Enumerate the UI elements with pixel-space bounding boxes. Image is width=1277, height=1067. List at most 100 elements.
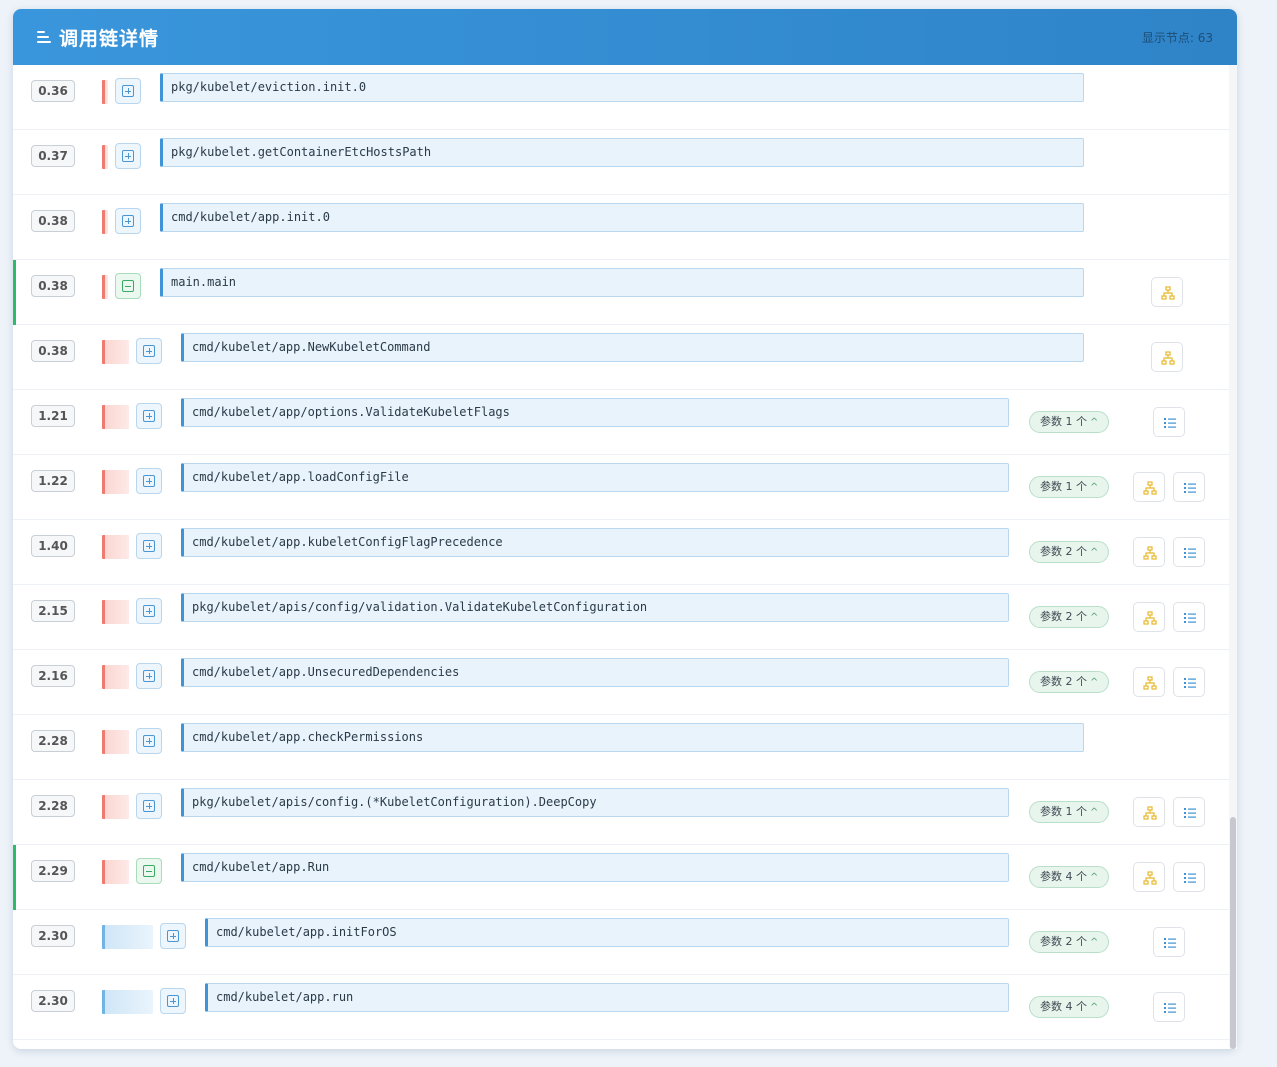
table-row[interactable]: 2.28 cmd/kubelet/app.checkPermissions	[13, 715, 1229, 780]
expand-button[interactable]	[160, 923, 186, 949]
function-name[interactable]: cmd/kubelet/app.UnsecuredDependencies	[181, 658, 1009, 687]
call-tree-button[interactable]	[1133, 667, 1165, 697]
function-name[interactable]: cmd/kubelet/app.kubeletConfigFlagPrecede…	[181, 528, 1009, 557]
list-icon	[1164, 1003, 1176, 1013]
details-list-button[interactable]	[1173, 797, 1205, 827]
params-badge[interactable]: 参数 2 个 ^	[1029, 671, 1110, 693]
duration-bar	[102, 210, 108, 234]
params-label: 参数 4	[1040, 870, 1073, 883]
params-label: 参数 4	[1040, 1000, 1073, 1013]
plus-square-icon	[143, 410, 155, 422]
expand-button[interactable]	[115, 78, 141, 104]
function-name[interactable]: cmd/kubelet/app/options.ValidateKubeletF…	[181, 398, 1009, 427]
function-name[interactable]: cmd/kubelet/app.loadConfigFile	[181, 463, 1009, 492]
params-badge[interactable]: 参数 1 个 ^	[1029, 801, 1110, 823]
details-list-button[interactable]	[1153, 927, 1185, 957]
function-name[interactable]: cmd/kubelet/app.run	[205, 983, 1009, 1012]
params-badge[interactable]: 参数 2 个 ^	[1029, 606, 1110, 628]
function-name[interactable]: cmd/kubelet/app.NewKubeletCommand	[181, 333, 1084, 362]
params-badge[interactable]: 参数 2 个 ^	[1029, 931, 1110, 953]
function-name[interactable]: pkg/kubelet/eviction.init.0	[160, 73, 1084, 102]
details-list-button[interactable]	[1173, 537, 1205, 567]
function-name[interactable]: cmd/kubelet/app.checkPermissions	[181, 723, 1084, 752]
duration-bar	[102, 925, 153, 949]
params-badge[interactable]: 参数 1 个 ^	[1029, 411, 1110, 433]
details-list-button[interactable]	[1173, 667, 1205, 697]
table-row[interactable]: 2.16 cmd/kubelet/app.UnsecuredDependencie…	[13, 650, 1229, 715]
function-name[interactable]: cmd/kubelet/app.init.0	[160, 203, 1084, 232]
function-name[interactable]: cmd/kubelet/app.initForOS	[205, 918, 1009, 947]
params-badge[interactable]: 参数 4 个 ^	[1029, 996, 1110, 1018]
params-suffix: 个	[1072, 415, 1087, 428]
duration-badge: 2.15	[31, 600, 75, 622]
details-list-button[interactable]	[1153, 992, 1185, 1022]
hierarchy-icon	[1143, 546, 1157, 560]
plus-square-icon	[122, 215, 134, 227]
params-suffix: 个	[1072, 545, 1087, 558]
table-row[interactable]: 2.15 pkg/kubelet/apis/config/validation.V…	[13, 585, 1229, 650]
table-row[interactable]: 2.28 pkg/kubelet/apis/config.(*KubeletCon…	[13, 780, 1229, 845]
expand-button[interactable]	[136, 533, 162, 559]
details-list-button[interactable]	[1153, 407, 1185, 437]
table-row[interactable]: 2.29 cmd/kubelet/app.Run 参数 4 个 ^	[13, 845, 1229, 910]
scrollbar[interactable]	[1229, 65, 1237, 1049]
table-row[interactable]: 0.36 pkg/kubelet/eviction.init.0	[13, 65, 1229, 130]
table-row[interactable]: 1.21 cmd/kubelet/app/options.ValidateKube…	[13, 390, 1229, 455]
collapse-button[interactable]	[136, 858, 162, 884]
function-name[interactable]: cmd/kubelet/app.Run	[181, 853, 1009, 882]
node-count: 显示节点: 63	[1141, 31, 1213, 45]
duration-badge: 0.36	[31, 80, 75, 102]
details-list-button[interactable]	[1173, 862, 1205, 892]
expand-button[interactable]	[136, 403, 162, 429]
function-name[interactable]: main.main	[160, 268, 1084, 297]
expand-button[interactable]	[136, 598, 162, 624]
expand-button[interactable]	[115, 208, 141, 234]
expand-button[interactable]	[136, 728, 162, 754]
chevron-up-icon: ^	[1090, 547, 1099, 558]
call-chain-list: 0.36 pkg/kubelet/eviction.init.0 0.37 pkg/k…	[13, 65, 1229, 1049]
function-name[interactable]: pkg/kubelet/apis/config.(*KubeletConfigu…	[181, 788, 1009, 817]
duration-badge: 1.40	[31, 535, 75, 557]
table-row[interactable]: 0.38 cmd/kubelet/app.NewKubeletCommand	[13, 325, 1229, 390]
details-list-button[interactable]	[1173, 472, 1205, 502]
params-label: 参数 1	[1040, 480, 1073, 493]
params-badge[interactable]: 参数 2 个 ^	[1029, 541, 1110, 563]
call-tree-button[interactable]	[1151, 342, 1183, 372]
call-tree-button[interactable]	[1133, 602, 1165, 632]
table-row[interactable]: 2.30 cmd/kubelet/app.initForOS 参数 2 个 ^	[13, 910, 1229, 975]
table-row[interactable]: 0.37 pkg/kubelet.getContainerEtcHostsPath	[13, 130, 1229, 195]
params-badge[interactable]: 参数 1 个 ^	[1029, 476, 1110, 498]
chevron-up-icon: ^	[1090, 612, 1099, 623]
table-row[interactable]: 1.22 cmd/kubelet/app.loadConfigFile 参数 1 个…	[13, 455, 1229, 520]
duration-badge: 2.29	[31, 860, 75, 882]
list-icon	[1184, 548, 1196, 558]
expand-button[interactable]	[115, 143, 141, 169]
hierarchy-icon	[1143, 481, 1157, 495]
params-suffix: 个	[1072, 805, 1087, 818]
params-badge[interactable]: 参数 4 个 ^	[1029, 866, 1110, 888]
duration-badge: 0.38	[31, 210, 75, 232]
duration-badge: 1.21	[31, 405, 75, 427]
expand-button[interactable]	[136, 793, 162, 819]
call-tree-button[interactable]	[1151, 277, 1183, 307]
expand-button[interactable]	[136, 468, 162, 494]
expand-button[interactable]	[160, 988, 186, 1014]
scrollbar-thumb[interactable]	[1230, 817, 1236, 1049]
call-chain-panel: 调用链详情 显示节点: 63 0.36 pkg/kubelet/eviction.…	[13, 9, 1237, 1049]
collapse-button[interactable]	[115, 273, 141, 299]
expand-button[interactable]	[136, 338, 162, 364]
table-row[interactable]: 2.30 cmd/kubelet/app.run 参数 4 个 ^	[13, 975, 1229, 1040]
call-tree-button[interactable]	[1133, 862, 1165, 892]
call-tree-button[interactable]	[1133, 797, 1165, 827]
call-tree-button[interactable]	[1133, 472, 1165, 502]
table-row[interactable]: 1.40 cmd/kubelet/app.kubeletConfigFlagPre…	[13, 520, 1229, 585]
params-label: 参数 1	[1040, 415, 1073, 428]
function-name[interactable]: pkg/kubelet/apis/config/validation.Valid…	[181, 593, 1009, 622]
expand-button[interactable]	[136, 663, 162, 689]
table-row[interactable]: 0.38 main.main	[13, 260, 1229, 325]
minus-square-icon	[143, 865, 155, 877]
table-row[interactable]: 0.38 cmd/kubelet/app.init.0	[13, 195, 1229, 260]
details-list-button[interactable]	[1173, 602, 1205, 632]
call-tree-button[interactable]	[1133, 537, 1165, 567]
function-name[interactable]: pkg/kubelet.getContainerEtcHostsPath	[160, 138, 1084, 167]
